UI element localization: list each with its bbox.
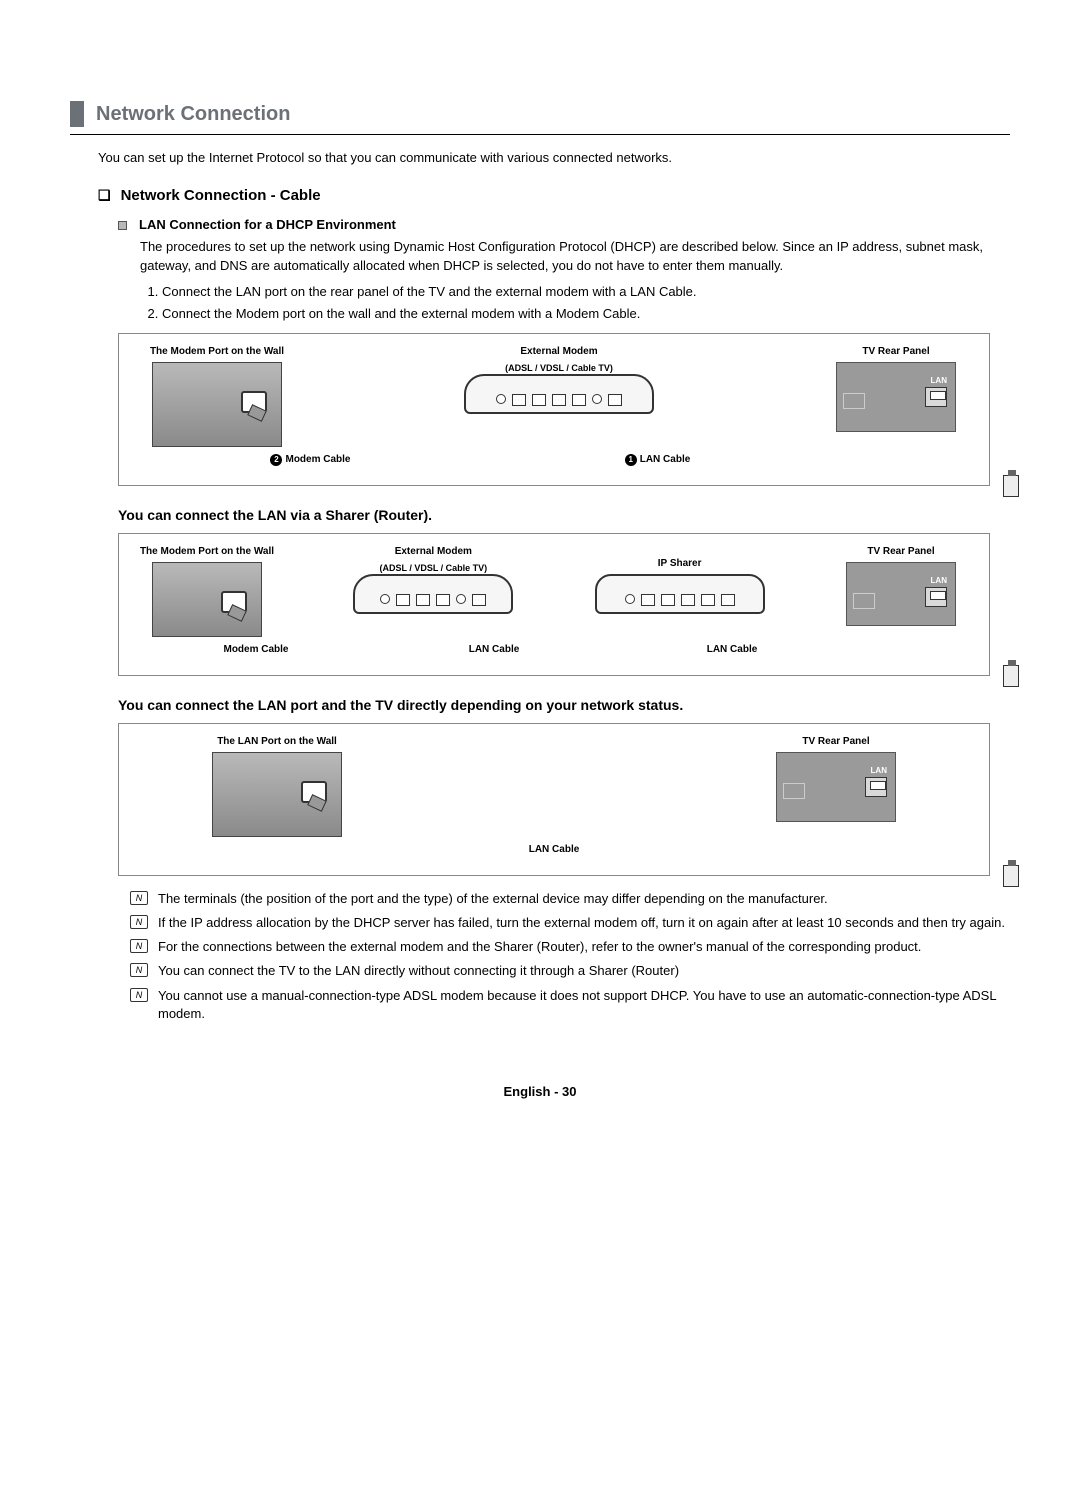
d2-tv-label: TV Rear Panel [831,546,971,558]
note-icon: N [130,988,148,1002]
d1-modem-sublabel: (ADSL / VDSL / Cable TV) [449,362,669,375]
subsection-heading-text: LAN Connection for a DHCP Environment [139,216,396,234]
plug-icon [1003,475,1019,497]
checkbox-icon: ❏ [98,186,111,206]
d1-wall-label: The Modem Port on the Wall [137,346,297,358]
note-item: NIf the IP address allocation by the DHC… [130,914,1010,932]
title-rule [70,134,1010,135]
d2-cable3: LAN Cable [613,643,851,657]
note-item: NYou can connect the TV to the LAN direc… [130,962,1010,980]
step-2: Connect the Modem port on the wall and t… [162,305,1010,323]
d1-cable1: 2Modem Cable [137,453,484,467]
notes-list: NThe terminals (the position of the port… [130,890,1010,1023]
d3-cable: LAN Cable [137,843,971,857]
tv-panel-icon: LAN [776,752,896,822]
diagram-dhcp: The Modem Port on the Wall External Mode… [118,333,990,486]
title-tab [70,101,84,127]
note-icon: N [130,891,148,905]
wall-plate-icon [152,562,262,637]
square-bullet-icon [118,221,127,230]
d2-cable2: LAN Cable [375,643,613,657]
d2-sharer-label: IP Sharer [590,558,770,570]
d1-modem-label: External Modem [449,346,669,358]
d2-wall-label: The Modem Port on the Wall [137,546,277,558]
note-icon: N [130,939,148,953]
d3-wall-label: The LAN Port on the Wall [197,736,357,748]
title-bar: Network Connection [70,100,1010,128]
modem-icon [464,374,654,414]
note-item: NYou cannot use a manual-connection-type… [130,987,1010,1023]
diagram-direct: The LAN Port on the Wall TV Rear Panel L… [118,723,990,876]
modem-icon [353,574,513,614]
note-icon: N [130,963,148,977]
diagram-router: The Modem Port on the Wall External Mode… [118,533,990,676]
plug-icon [1003,865,1019,887]
d2-modem-sublabel: (ADSL / VDSL / Cable TV) [338,562,528,575]
plug-icon [1003,665,1019,687]
page-title: Network Connection [96,100,290,128]
intro-text: You can set up the Internet Protocol so … [98,149,1010,167]
wall-plate-icon [212,752,342,837]
d2-modem-label: External Modem [338,546,528,558]
steps-list: Connect the LAN port on the rear panel o… [162,283,1010,323]
router-heading: You can connect the LAN via a Sharer (Ro… [118,506,1010,526]
subsection-heading: LAN Connection for a DHCP Environment [118,216,1010,234]
direct-heading: You can connect the LAN port and the TV … [118,696,1010,716]
page-footer: English - 30 [70,1083,1010,1101]
note-icon: N [130,915,148,929]
d2-cable1: Modem Cable [137,643,375,657]
wall-plate-icon [152,362,282,447]
d3-tv-label: TV Rear Panel [761,736,911,748]
step-1: Connect the LAN port on the rear panel o… [162,283,1010,301]
ip-sharer-icon [595,574,765,614]
subsection-desc: The procedures to set up the network usi… [140,238,1010,274]
note-item: NFor the connections between the externa… [130,938,1010,956]
tv-panel-icon: LAN [836,362,956,432]
d1-tv-label: TV Rear Panel [821,346,971,358]
note-item: NThe terminals (the position of the port… [130,890,1010,908]
section-heading: ❏ Network Connection - Cable [98,185,1010,206]
d1-cable2: 1LAN Cable [484,453,831,467]
section-heading-text: Network Connection - Cable [121,185,321,206]
tv-panel-icon: LAN [846,562,956,626]
